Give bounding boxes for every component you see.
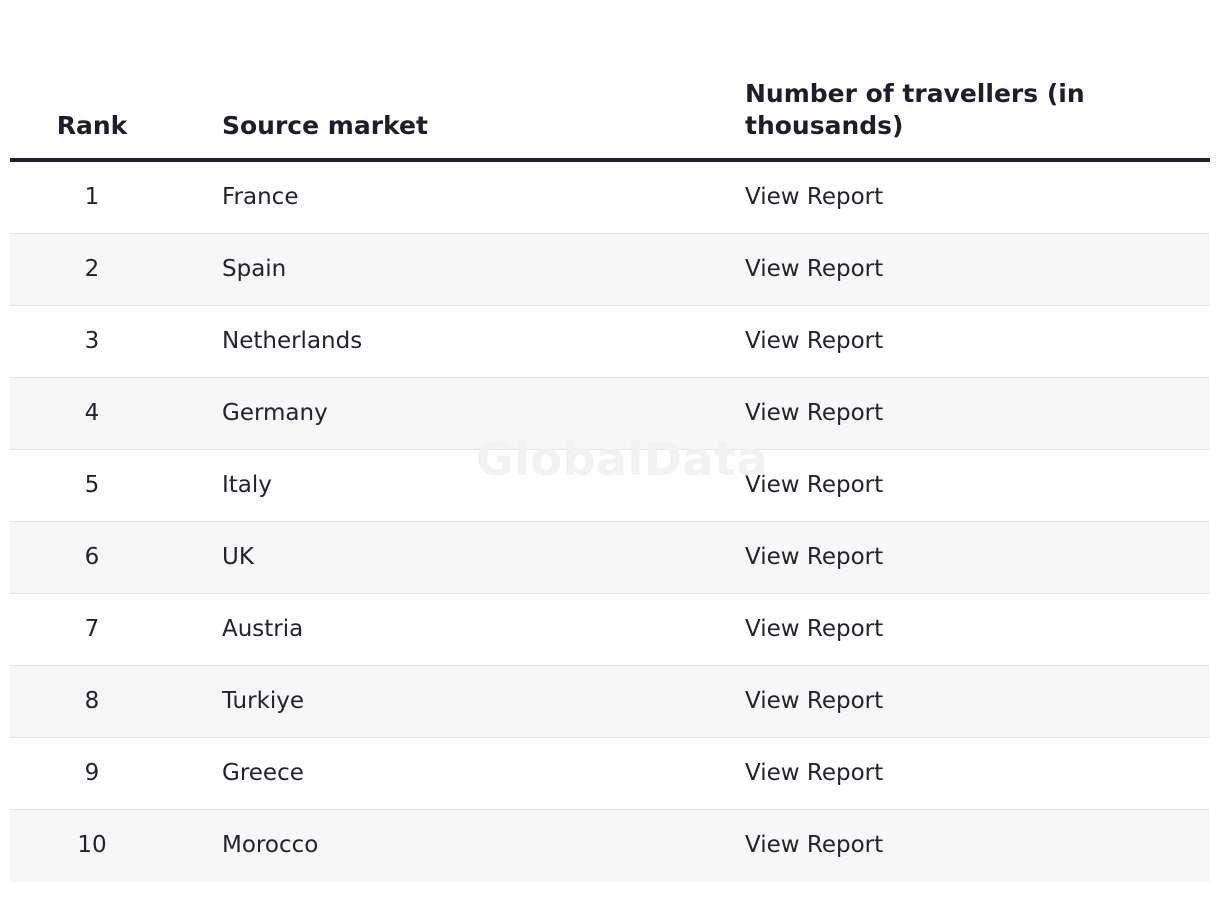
source-market-cell: Turkiye <box>222 688 305 714</box>
source-market-cell: France <box>222 184 299 210</box>
table-row: 8 Turkiye View Report <box>10 666 1210 738</box>
table-row: 1 France View Report <box>10 162 1210 234</box>
header-rank: Rank <box>56 111 128 140</box>
table-row: 3 Netherlands View Report <box>10 306 1210 378</box>
view-report-link[interactable]: View Report <box>745 328 884 354</box>
rank-cell: 5 <box>84 472 100 498</box>
view-report-link[interactable]: View Report <box>745 544 884 570</box>
view-report-link[interactable]: View Report <box>745 616 884 642</box>
source-market-cell: Morocco <box>222 832 319 858</box>
table-header: Rank Source market Number of travellers … <box>10 0 1210 162</box>
rank-cell: 9 <box>84 760 100 786</box>
rank-cell: 3 <box>84 328 100 354</box>
table-row: 10 Morocco View Report <box>10 810 1210 882</box>
view-report-link[interactable]: View Report <box>745 256 884 282</box>
view-report-link[interactable]: View Report <box>745 760 884 786</box>
source-market-cell: Austria <box>222 616 304 642</box>
rank-cell: 2 <box>84 256 100 282</box>
header-number-of-travellers: Number of travellers (in thousands) <box>745 79 1085 140</box>
view-report-link[interactable]: View Report <box>745 184 884 210</box>
table-row: 2 Spain View Report <box>10 234 1210 306</box>
table-body: 1 France View Report 2 Spain View Report 3 Neth… <box>10 162 1210 882</box>
view-report-link[interactable]: View Report <box>745 688 884 714</box>
view-report-link[interactable]: View Report <box>745 472 884 498</box>
view-report-link[interactable]: View Report <box>745 832 884 858</box>
header-source-market: Source market <box>222 111 428 140</box>
view-report-link[interactable]: View Report <box>745 400 884 426</box>
source-market-cell: Italy <box>222 472 272 498</box>
rank-cell: 4 <box>84 400 100 426</box>
rank-cell: 1 <box>84 184 100 210</box>
source-market-cell: UK <box>222 544 254 570</box>
table-row: 7 Austria View Report <box>10 594 1210 666</box>
table-row: 6 UK View Report <box>10 522 1210 594</box>
rank-cell: 6 <box>84 544 100 570</box>
rank-cell: 7 <box>84 616 100 642</box>
table-row: 4 Germany View Report <box>10 378 1210 450</box>
table-row: 5 Italy View Report <box>10 450 1210 522</box>
source-market-cell: Netherlands <box>222 328 363 354</box>
source-market-cell: Spain <box>222 256 287 282</box>
source-market-cell: Germany <box>222 400 328 426</box>
rank-cell: 8 <box>84 688 100 714</box>
table-row: 9 Greece View Report <box>10 738 1210 810</box>
ranking-table: Rank Source market Number of travellers … <box>10 0 1210 882</box>
source-market-cell: Greece <box>222 760 304 786</box>
rank-cell: 10 <box>77 832 107 858</box>
